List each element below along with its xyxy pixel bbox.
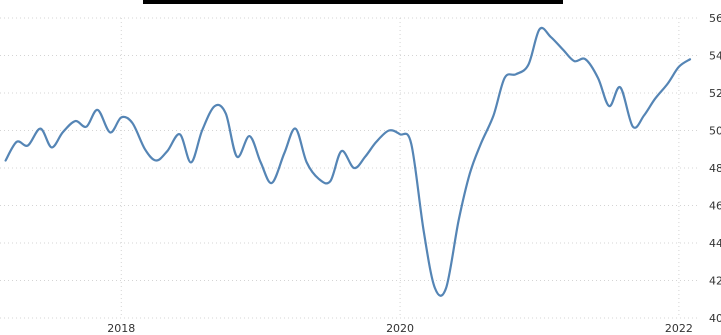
x-axis-ticks: 2018 2020 2022 — [107, 322, 693, 335]
x-tick-label: 2022 — [665, 322, 693, 335]
top-bar — [143, 0, 563, 4]
y-tick-label: 48 — [709, 162, 721, 175]
x-tick-label: 2018 — [107, 322, 135, 335]
y-tick-label: 44 — [709, 237, 721, 250]
series-line — [4, 26, 692, 297]
y-tick-label: 54 — [709, 50, 721, 63]
y-axis-ticks: 40 42 44 46 48 50 52 54 56 — [709, 12, 721, 325]
y-tick-label: 52 — [709, 87, 721, 100]
y-tick-label: 56 — [709, 12, 721, 25]
y-tick-label: 40 — [709, 312, 721, 325]
y-tick-label: 50 — [709, 125, 721, 138]
x-tick-label: 2020 — [386, 322, 414, 335]
y-tick-label: 46 — [709, 200, 721, 213]
y-tick-label: 42 — [709, 275, 721, 288]
grid-lines — [0, 17, 697, 319]
